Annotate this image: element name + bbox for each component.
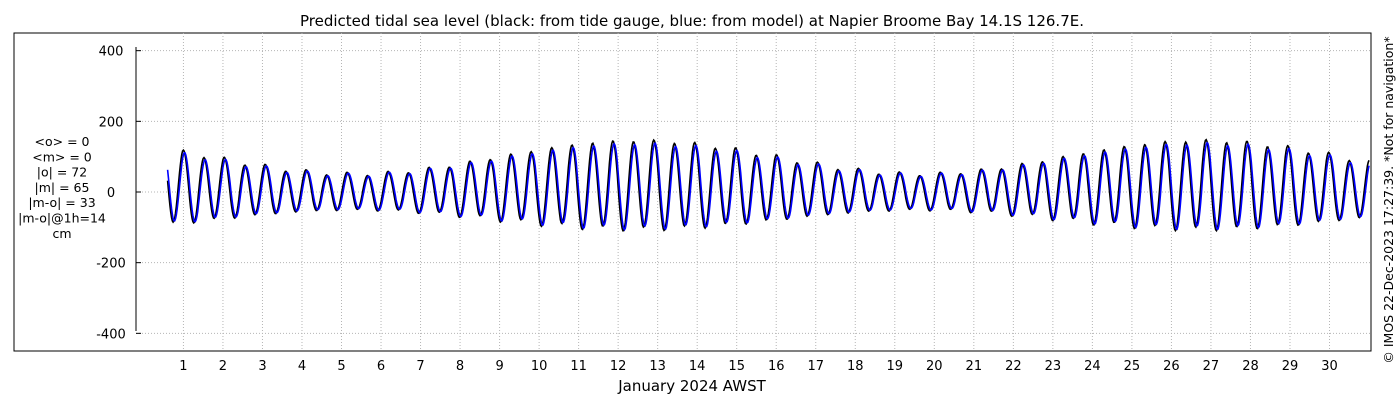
x-axis-ticks: 1 2 3 4 5 6 7 8 9 10 11 12 13 14 15 16 17 18 19 20 21 22 23 24 2… (179, 359, 1337, 374)
x-tick-label: 7 (416, 359, 424, 374)
x-tick-label: 3 (258, 359, 266, 374)
chart-title: Predicted tidal sea level (black: from t… (300, 12, 1084, 30)
x-tick-label: 5 (337, 359, 345, 374)
x-tick-label: 13 (649, 359, 666, 374)
x-tick-label: 30 (1321, 359, 1338, 374)
x-tick-label: 11 (570, 359, 587, 374)
x-tick-label: 16 (768, 359, 785, 374)
x-tick-label: 24 (1084, 359, 1101, 374)
statistics-block: <o> = 0<m> = 0|o| = 72|m| = 65|m-o| = 33… (18, 134, 106, 241)
stat-line: cm (52, 226, 71, 241)
x-tick-label: 20 (926, 359, 943, 374)
x-tick-label: 18 (847, 359, 864, 374)
x-tick-label: 27 (1203, 359, 1220, 374)
y-tick-label: -200 (96, 257, 126, 272)
x-tick-label: 4 (298, 359, 306, 374)
y-axis-ticks: 400 200 0 -200 -400 (96, 45, 141, 342)
x-axis-label: January 2024 AWST (617, 377, 766, 395)
x-tick-label: 23 (1045, 359, 1062, 374)
x-tick-label: 2 (219, 359, 227, 374)
stat-line: |m-o| = 33 (28, 195, 95, 210)
x-tick-label: 10 (531, 359, 548, 374)
stat-line: <o> = 0 (35, 134, 90, 149)
x-tick-label: 22 (1005, 359, 1022, 374)
x-tick-label: 14 (689, 359, 706, 374)
x-tick-label: 21 (966, 359, 983, 374)
x-tick-label: 28 (1242, 359, 1259, 374)
x-tick-label: 9 (495, 359, 503, 374)
y-tick-label: -400 (96, 327, 126, 342)
credit-text: © IMOS 22-Dec-2023 17:27:39. *Not for na… (1381, 36, 1396, 363)
stat-line: |m| = 65 (35, 180, 90, 195)
stat-line: |m-o|@1h=14 (18, 211, 106, 226)
x-tick-label: 17 (807, 359, 824, 374)
x-tick-label: 6 (377, 359, 385, 374)
plot-area (166, 138, 1370, 233)
x-tick-label: 29 (1282, 359, 1299, 374)
x-tick-label: 25 (1124, 359, 1141, 374)
stat-line: <m> = 0 (32, 149, 92, 164)
x-tick-label: 15 (728, 359, 745, 374)
y-tick-label: 0 (107, 186, 115, 201)
y-tick-label: 200 (99, 115, 124, 130)
x-tick-label: 1 (179, 359, 187, 374)
stat-line: |o| = 72 (37, 165, 87, 180)
x-tick-label: 8 (456, 359, 464, 374)
y-tick-label: 400 (99, 45, 124, 60)
series-model-line (166, 141, 1370, 232)
x-tick-label: 19 (887, 359, 904, 374)
x-tick-label: 12 (610, 359, 627, 374)
x-tick-label: 26 (1163, 359, 1180, 374)
